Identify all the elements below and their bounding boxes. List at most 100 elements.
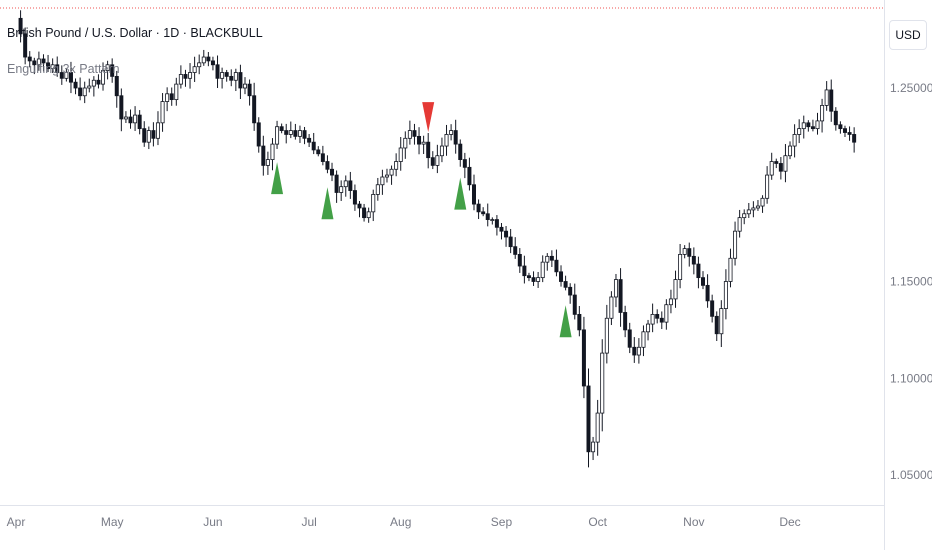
candle[interactable] (691, 247, 696, 275)
candle[interactable] (114, 70, 119, 108)
candle[interactable] (646, 319, 651, 341)
candle[interactable] (490, 217, 495, 225)
candle[interactable] (293, 123, 298, 140)
candle[interactable] (46, 54, 51, 73)
candle[interactable] (526, 272, 531, 282)
candle[interactable] (600, 339, 605, 432)
candle[interactable] (797, 119, 802, 144)
candle[interactable] (636, 338, 641, 364)
candle[interactable] (504, 226, 509, 247)
candle[interactable] (829, 79, 834, 122)
candle[interactable] (655, 309, 660, 324)
candle[interactable] (142, 121, 147, 147)
candle[interactable] (73, 78, 78, 95)
symbol-legend-title[interactable]: British Pound / U.S. Dollar · 1D · BLACK… (7, 26, 263, 40)
candle[interactable] (765, 166, 770, 204)
candle[interactable] (169, 87, 174, 106)
candle[interactable] (650, 303, 655, 333)
candle[interactable] (238, 64, 243, 100)
candle[interactable] (316, 146, 321, 157)
candle[interactable] (664, 299, 669, 330)
candle[interactable] (210, 56, 215, 71)
currency-button[interactable]: USD (889, 20, 927, 50)
candle[interactable] (55, 56, 60, 77)
candle[interactable] (417, 127, 422, 155)
candle[interactable] (155, 111, 160, 146)
candle[interactable] (577, 305, 582, 337)
candle[interactable] (613, 273, 618, 308)
candle[interactable] (481, 207, 486, 217)
candle[interactable] (160, 93, 165, 132)
candle[interactable] (833, 107, 838, 131)
candle[interactable] (270, 138, 275, 171)
candle[interactable] (673, 270, 678, 308)
candle[interactable] (444, 124, 449, 156)
candle[interactable] (41, 54, 46, 72)
candle[interactable] (252, 82, 257, 131)
candle[interactable] (632, 337, 637, 363)
candle[interactable] (458, 139, 463, 167)
candle[interactable] (572, 283, 577, 320)
candle[interactable] (591, 436, 596, 461)
candle[interactable] (838, 121, 843, 134)
candle[interactable] (174, 77, 179, 106)
candle[interactable] (783, 144, 788, 183)
candle[interactable] (165, 87, 170, 112)
candle[interactable] (549, 250, 554, 268)
candle[interactable] (412, 123, 417, 145)
candle[interactable] (215, 55, 220, 88)
candle[interactable] (788, 141, 793, 160)
candle[interactable] (242, 77, 247, 95)
candle[interactable] (36, 51, 41, 71)
candle[interactable] (545, 253, 550, 271)
candle[interactable] (824, 81, 829, 111)
candle[interactable] (288, 121, 293, 139)
candle[interactable] (407, 120, 412, 145)
candle[interactable] (229, 69, 234, 87)
candle[interactable] (82, 81, 87, 104)
bullish-engulfing-marker[interactable] (559, 305, 572, 338)
candle[interactable] (462, 152, 467, 179)
candle[interactable] (206, 52, 211, 67)
candle[interactable] (87, 78, 92, 93)
candle[interactable] (421, 135, 426, 155)
candle[interactable] (394, 153, 399, 177)
candle[interactable] (23, 27, 28, 65)
bullish-engulfing-marker[interactable] (454, 177, 467, 210)
candle[interactable] (426, 133, 431, 169)
candle[interactable] (559, 265, 564, 287)
candle[interactable] (778, 157, 783, 180)
candle[interactable] (563, 275, 568, 291)
bearish-engulfing-marker[interactable] (422, 102, 435, 133)
candle[interactable] (513, 237, 518, 259)
candle[interactable] (723, 269, 728, 320)
candle[interactable] (774, 158, 779, 169)
candle[interactable] (366, 207, 371, 223)
candle[interactable] (151, 122, 156, 147)
candle[interactable] (847, 126, 852, 141)
candle[interactable] (623, 305, 628, 338)
candle[interactable] (751, 201, 756, 218)
candle[interactable] (737, 209, 742, 238)
candle[interactable] (50, 58, 55, 73)
candle[interactable] (128, 109, 133, 129)
candle[interactable] (302, 126, 307, 145)
candle[interactable] (265, 151, 270, 175)
candle[interactable] (430, 151, 435, 170)
candle[interactable] (696, 256, 701, 289)
candle[interactable] (604, 304, 609, 364)
candle[interactable] (197, 54, 202, 75)
candle[interactable] (668, 289, 673, 314)
candle[interactable] (178, 65, 183, 89)
candle[interactable] (320, 145, 325, 166)
candle[interactable] (618, 268, 623, 327)
candle[interactable] (275, 120, 280, 149)
candle[interactable] (233, 68, 238, 92)
candle[interactable] (123, 111, 128, 124)
candle[interactable] (494, 215, 499, 236)
candle[interactable] (627, 322, 632, 354)
candle[interactable] (568, 283, 573, 304)
bullish-engulfing-marker[interactable] (321, 187, 334, 220)
candle[interactable] (508, 228, 513, 254)
